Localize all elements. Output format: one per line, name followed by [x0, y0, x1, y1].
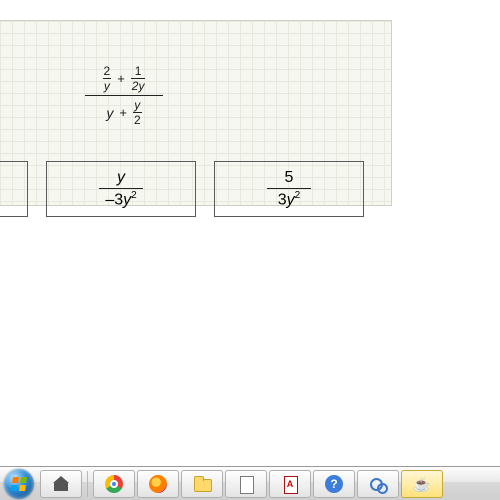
- folder-icon: [193, 475, 211, 493]
- chrome-icon: [105, 475, 123, 493]
- taskbar-help[interactable]: [313, 470, 355, 498]
- taskbar-home-app[interactable]: [40, 470, 82, 498]
- main-fraction-bar: [85, 95, 163, 96]
- taskbar-chrome[interactable]: [93, 470, 135, 498]
- expression-numerator: 2 y + 1 2y: [85, 65, 163, 92]
- taskbar-document[interactable]: [225, 470, 267, 498]
- taskbar-firefox[interactable]: [137, 470, 179, 498]
- windows-taskbar: [0, 466, 500, 500]
- plus-sign: +: [117, 106, 129, 119]
- document-icon: [237, 475, 255, 493]
- taskbar-settings[interactable]: [357, 470, 399, 498]
- firefox-icon: [149, 475, 167, 493]
- pdf-icon: [281, 475, 299, 493]
- gears-icon: [369, 475, 387, 493]
- plus-sign: +: [115, 72, 127, 85]
- math-workspace-panel: 2 y + 1 2y y + y 2 y: [0, 20, 392, 206]
- taskbar-separator: [87, 471, 88, 497]
- answer-option-1[interactable]: y –3y2: [46, 161, 196, 217]
- start-button[interactable]: [4, 469, 34, 499]
- expression-denominator: y + y 2: [85, 99, 163, 126]
- taskbar-adobe-reader[interactable]: [269, 470, 311, 498]
- home-icon: [52, 475, 70, 493]
- help-icon: [325, 475, 343, 493]
- answer-option-2[interactable]: 5 3y2: [214, 161, 364, 217]
- frac-1-over-2y: 1 2y: [131, 65, 146, 92]
- taskbar-java[interactable]: [401, 470, 443, 498]
- answer-options-row: y –3y2 5 3y2: [0, 161, 364, 217]
- frac-y-over-2: y 2: [133, 99, 142, 126]
- frac-2-over-y: 2 y: [103, 65, 112, 92]
- problem-expression: 2 y + 1 2y y + y 2: [85, 65, 163, 126]
- java-icon: [413, 475, 431, 493]
- taskbar-file-explorer[interactable]: [181, 470, 223, 498]
- answer-option-partial[interactable]: [0, 161, 28, 217]
